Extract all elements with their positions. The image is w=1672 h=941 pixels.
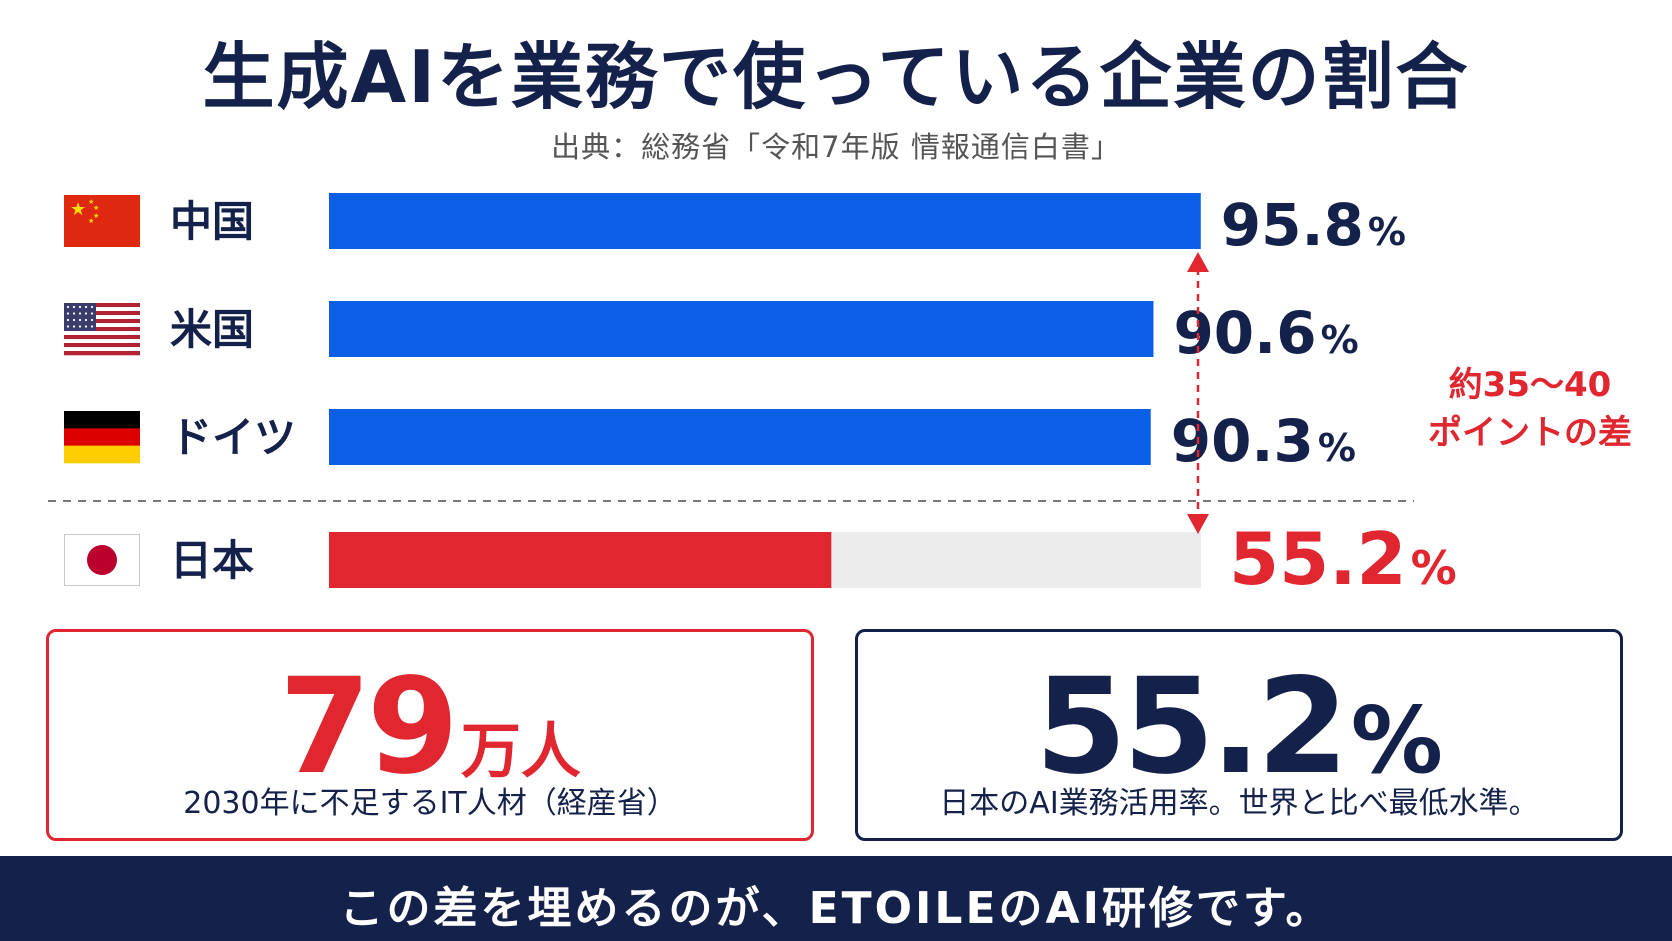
usa-flag-star — [78, 312, 82, 315]
category-label: 日本 — [170, 536, 254, 585]
ai-usage-unit: % — [1350, 687, 1443, 794]
value-number: 55.2 — [1229, 517, 1407, 601]
value-label: 90.6% — [1173, 299, 1358, 367]
usa-flag-stripe — [64, 307, 140, 312]
ai-usage-value: 55.2 — [1035, 650, 1349, 804]
usa-flag-stripe — [64, 347, 140, 352]
gap-arrow-head-down — [1187, 514, 1209, 534]
usa-flag-star — [66, 305, 70, 309]
ai-usage-caption: 日本のAI業務活用率。世界と比べ最低水準。 — [939, 786, 1539, 821]
usa-flag-star — [66, 318, 70, 322]
value-number: 95.8 — [1221, 191, 1364, 259]
china-flag-star: ★ — [70, 199, 86, 220]
usa-flag-star — [66, 325, 70, 328]
usa-flag-star — [90, 325, 94, 328]
japan-flag-icon — [64, 534, 140, 586]
gap-annotation-line: ポイントの差 — [1428, 413, 1632, 453]
source-note: 出典：総務省「令和7年版 情報通信白書」 — [551, 130, 1121, 164]
germany-flag-band — [64, 411, 140, 429]
usa-flag-star — [72, 318, 76, 322]
usa-flag-stripe — [64, 335, 140, 340]
usa-flag-stripe — [64, 311, 140, 316]
usa-flag-stripe — [64, 351, 140, 356]
china-flag-icon: ★ ★★★★ — [64, 195, 140, 247]
bottom-banner: この差を埋めるのが、ETOILEのAI研修です。 — [0, 856, 1672, 941]
talent-shortage-value: 79 — [279, 650, 459, 804]
germany-flag-icon — [64, 411, 140, 464]
value-unit: % — [1411, 541, 1457, 595]
usa-flag-stripe — [64, 343, 140, 348]
usa-flag-star — [66, 312, 70, 315]
bar — [329, 193, 1201, 249]
usa-flag-star — [72, 325, 76, 328]
germany-flag-band — [64, 428, 140, 446]
talent-shortage-unit: 万人 — [460, 717, 581, 787]
value-unit: % — [1321, 318, 1359, 362]
china-flag-small-star: ★ — [93, 212, 99, 220]
bar — [329, 301, 1154, 357]
china-flag-small-star: ★ — [93, 204, 99, 212]
usa-flag-stripe — [64, 331, 140, 336]
category-label: 中国 — [170, 197, 254, 246]
usa-flag-stripe — [64, 315, 140, 320]
usa-flag-star — [90, 312, 94, 315]
usa-flag-stripe — [64, 303, 140, 308]
category-label: ドイツ — [170, 413, 296, 462]
value-number: 90.6 — [1173, 299, 1316, 367]
usa-flag-star — [84, 312, 88, 315]
usa-flag-star — [78, 318, 82, 322]
china-flag-field — [64, 195, 140, 247]
value-label: 55.2% — [1229, 517, 1457, 601]
value-unit: % — [1368, 210, 1406, 254]
usa-flag-stripe — [64, 327, 140, 332]
japan-flag-sun — [87, 545, 117, 575]
usa-flag-star — [84, 318, 88, 322]
usa-flag-star — [84, 305, 88, 309]
usa-flag-star — [72, 305, 76, 309]
germany-flag-band — [64, 445, 140, 464]
bar — [329, 532, 832, 588]
usa-flag-star — [78, 305, 82, 309]
category-label: 米国 — [170, 305, 254, 354]
bar — [329, 409, 1151, 465]
usa-flag-star — [90, 318, 94, 322]
usa-flag-stripe — [64, 323, 140, 328]
value-unit: % — [1318, 426, 1356, 470]
value-number: 90.3 — [1171, 407, 1314, 475]
usa-flag-icon — [64, 303, 140, 356]
usa-flag-stripe — [64, 319, 140, 324]
gap-annotation-line: 約35～40 — [1449, 365, 1612, 405]
value-label: 90.3% — [1171, 407, 1356, 475]
page-title: 生成AIを業務で使っている企業の割合 — [202, 35, 1470, 119]
banner-text: この差を埋めるのが、ETOILEのAI研修です。 — [339, 883, 1333, 934]
gap-arrow-head-up — [1187, 252, 1209, 272]
talent-shortage-card: 79 万人 2030年に不足するIT人材（経産省） — [46, 629, 814, 841]
usa-flag-stripe — [64, 339, 140, 344]
usa-flag-star — [78, 325, 82, 328]
value-label: 95.8% — [1221, 191, 1406, 259]
usa-flag-star — [72, 312, 76, 315]
china-flag-small-star: ★ — [88, 198, 94, 206]
ai-usage-card: 55.2% 日本のAI業務活用率。世界と比べ最低水準。 — [855, 629, 1623, 841]
usa-flag-star — [90, 305, 94, 309]
talent-shortage-caption: 2030年に不足するIT人材（経産省） — [183, 786, 677, 821]
usa-flag-star — [84, 325, 88, 328]
china-flag-small-star: ★ — [88, 217, 94, 225]
